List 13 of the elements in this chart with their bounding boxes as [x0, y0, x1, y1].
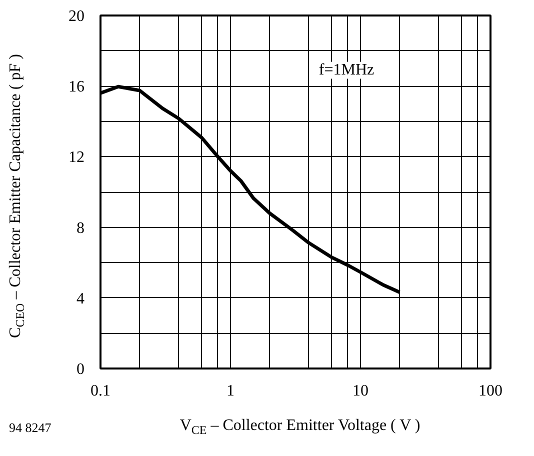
annotation: f=1MHz [318, 62, 374, 79]
y-tick-label: 8 [76, 220, 84, 237]
x-tick-label: 100 [478, 382, 502, 400]
text: 94 8247 [8, 419, 52, 437]
y-tick-label: 16 [68, 78, 84, 96]
x-tick-label: 0.1 [90, 382, 110, 400]
x-axis-title: V$_{CE}$ – Collector Emitter Voltage ( V ) [178, 416, 422, 440]
x-tick-label: 10 [352, 382, 368, 400]
y-tick-label: 0 [76, 361, 84, 378]
y-tick-label: 12 [68, 149, 84, 166]
y-tick-label: 20 [68, 8, 84, 25]
y-tick-label: 4 [76, 290, 84, 308]
x-tick-label: 1 [226, 382, 234, 400]
